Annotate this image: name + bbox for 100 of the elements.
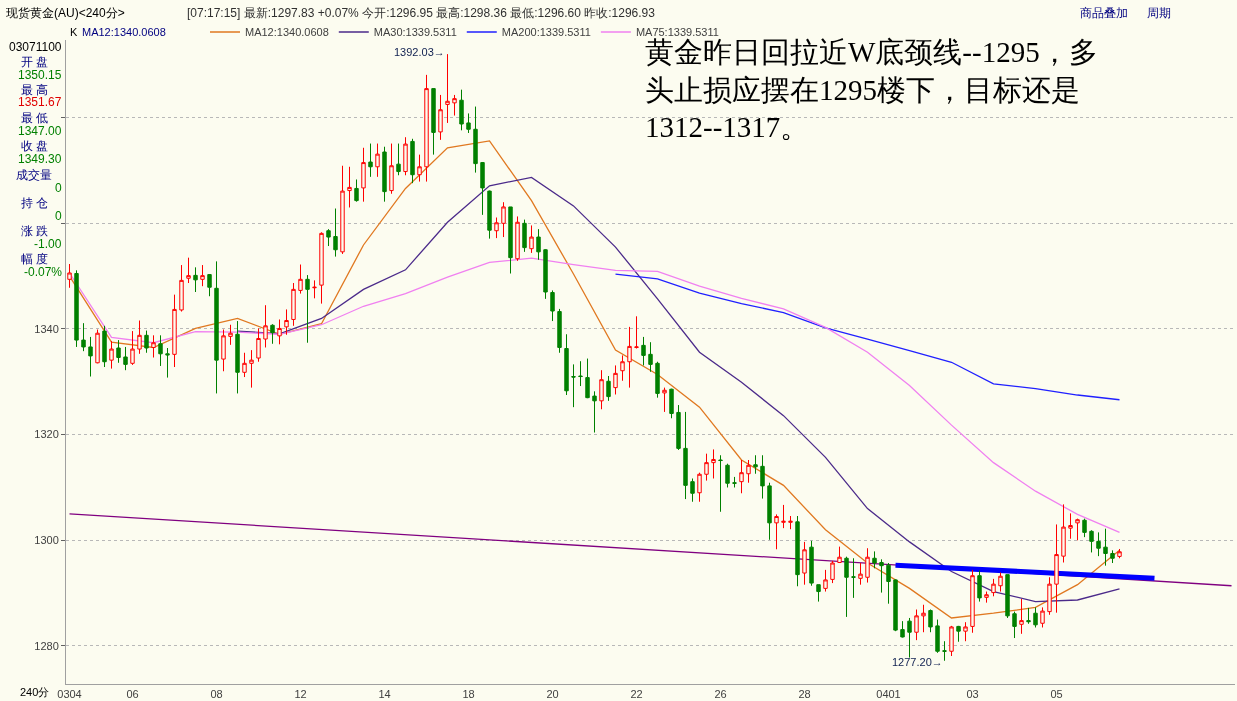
text: -1.00	[34, 237, 62, 251]
candlestick	[893, 578, 898, 632]
candlestick	[655, 361, 660, 399]
candlestick	[235, 320, 240, 394]
candlestick	[830, 560, 835, 584]
candlestick	[914, 609, 919, 641]
candlestick	[81, 322, 86, 352]
candlestick	[781, 504, 786, 529]
candlestick	[802, 541, 807, 586]
candlestick	[823, 569, 828, 593]
candlestick	[172, 294, 177, 368]
x-tick-label: 20	[546, 688, 559, 701]
annotation: 1277.20→	[892, 656, 943, 668]
candlestick	[1047, 576, 1052, 616]
y-tick-label: 1280	[34, 639, 59, 652]
candlestick	[501, 201, 506, 238]
candlestick	[592, 390, 597, 434]
candlestick	[627, 326, 632, 389]
candlestick	[984, 591, 989, 604]
candlestick	[263, 304, 268, 348]
text: 1350.15	[18, 68, 62, 82]
x-tick-label: 22	[630, 688, 643, 701]
candlestick	[473, 106, 478, 174]
text: 240分	[20, 686, 50, 698]
text: -0.07%	[24, 265, 63, 279]
candlestick	[354, 178, 359, 203]
candlestick	[459, 89, 464, 131]
chart-title: 现货黄金(AU)<240分>	[6, 6, 125, 20]
candlestick	[1012, 611, 1017, 639]
text: 0	[55, 209, 62, 223]
candlestick	[1019, 598, 1024, 635]
candlestick	[536, 228, 541, 261]
candlestick	[123, 346, 128, 371]
text: 涨 跌	[21, 224, 49, 238]
text: 成交量	[16, 168, 52, 182]
candlestick	[158, 334, 163, 367]
candlestick	[753, 454, 758, 475]
candlestick	[130, 330, 135, 366]
candlestick	[998, 572, 1003, 593]
x-tick-label: 06	[126, 688, 139, 701]
chart-subtitle: [07:17:15] 最新:1297.83 +0.07% 今开:1296.95 最高:1298.36 最低:1296.60 昨收:1296.93	[187, 6, 656, 20]
candlestick	[494, 217, 499, 239]
candlestick	[529, 224, 534, 254]
candlestick	[438, 94, 443, 141]
candlestick	[816, 584, 821, 603]
text: 最 低	[21, 111, 49, 125]
candlestick	[732, 476, 737, 488]
x-tick-label: 03	[966, 688, 979, 701]
candlestick	[900, 620, 905, 639]
candlestick	[886, 562, 891, 605]
x-tick-label: 05	[1050, 688, 1063, 701]
candlestick	[662, 387, 667, 413]
line-series	[68, 140, 1121, 619]
legend-label: MA75:1339.5311	[635, 26, 719, 39]
text: 持 仓	[21, 196, 49, 210]
candlestick	[1068, 512, 1073, 540]
candlestick	[669, 388, 674, 419]
text: 商品叠加	[1080, 6, 1128, 20]
text: 周期	[1147, 6, 1171, 20]
candlestick	[564, 333, 569, 396]
candlestick	[1005, 574, 1010, 619]
candlestick	[1117, 548, 1122, 559]
candlestick	[942, 640, 947, 662]
candlestick	[641, 336, 646, 366]
candlestick	[452, 94, 457, 117]
candlestick	[1040, 606, 1045, 628]
candlestick	[1061, 503, 1066, 563]
x-tick-label: 12	[294, 688, 307, 701]
candlestick	[977, 569, 982, 603]
candlestick	[613, 364, 618, 395]
candlestick	[1054, 523, 1059, 614]
candlestick	[319, 231, 324, 305]
candlestick	[144, 330, 149, 354]
candlestick	[739, 459, 744, 494]
candlestick	[186, 257, 191, 284]
candlestick	[88, 336, 93, 378]
text: 03071100	[9, 40, 62, 54]
candlestick	[221, 329, 226, 372]
candlestick	[970, 569, 975, 634]
candlestick	[361, 147, 366, 203]
candlestick	[991, 578, 996, 597]
candlestick	[907, 617, 912, 659]
candlestick	[1096, 531, 1101, 557]
candlestick	[480, 161, 485, 216]
candlestick	[214, 260, 219, 394]
candlestick	[137, 320, 142, 355]
y-tick-label: 1300	[34, 534, 59, 547]
candlestick	[298, 264, 303, 295]
candlestick	[718, 454, 723, 513]
candlestick	[956, 625, 961, 643]
candlestick	[228, 324, 233, 346]
candlestick	[74, 269, 79, 348]
candlestick	[417, 154, 422, 183]
text: K	[70, 26, 78, 38]
candlestick	[312, 279, 317, 299]
candlestick	[305, 274, 310, 344]
candlestick	[151, 334, 156, 359]
candlestick	[571, 363, 576, 408]
annotation: 黄金昨日回拉近W底颈线--1295，多头止损应摆在1295楼下，目标还是1312--1317。	[645, 36, 1098, 144]
candlestick	[837, 546, 842, 564]
